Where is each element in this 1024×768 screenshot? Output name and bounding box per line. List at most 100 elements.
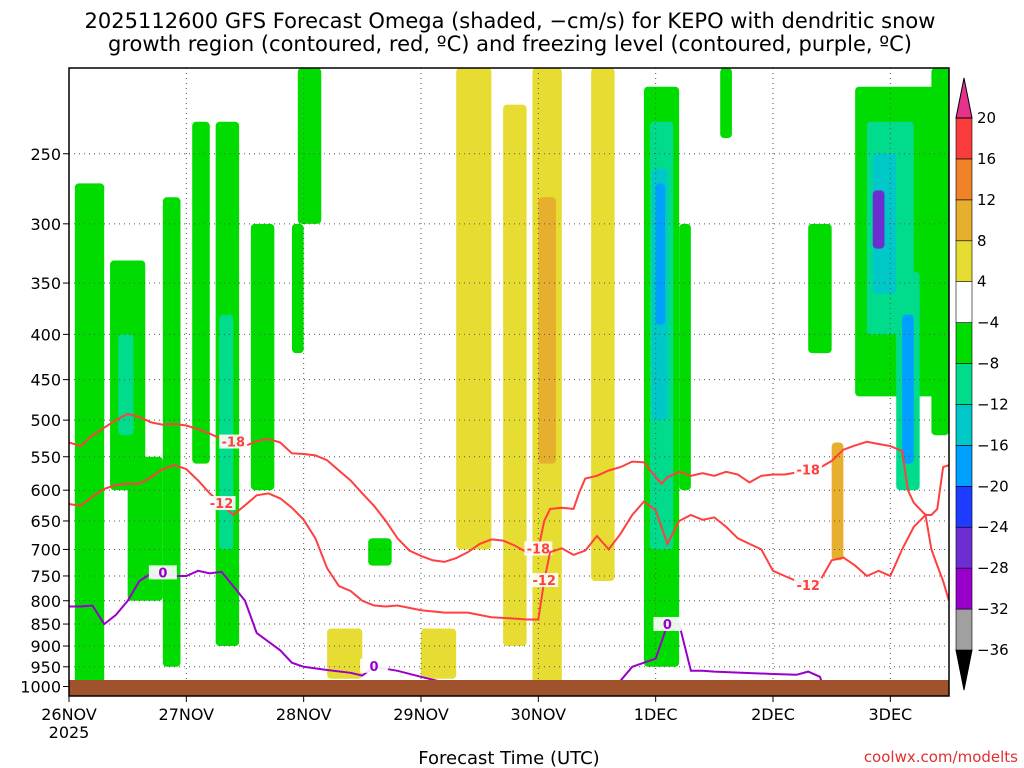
contour-label-bg	[148, 565, 177, 580]
omega-region	[655, 183, 666, 325]
omega-region	[69, 68, 93, 154]
y-tick-label: 500	[30, 411, 61, 430]
omega-region	[327, 628, 363, 679]
contour-label: -18	[222, 436, 246, 451]
omega-region	[503, 104, 527, 647]
colorbar-tick-label: −24	[977, 518, 1009, 536]
colorbar-swatch	[955, 445, 973, 487]
x-tick-label: 2DEC	[751, 705, 795, 724]
contour-label-bg	[207, 496, 236, 511]
y-tick-label: 750	[30, 567, 61, 586]
colorbar-tick-label: 4	[977, 273, 987, 291]
contour-label: 0	[158, 566, 167, 581]
omega-region	[931, 68, 949, 436]
colorbar-swatch	[955, 199, 973, 242]
y-tick-label: 300	[30, 215, 61, 234]
colorbar-bottom-arrow	[955, 649, 973, 691]
y-tick-label: 1000	[20, 678, 61, 697]
omega-region	[456, 68, 492, 550]
x-tick-label: 29NOV	[393, 705, 449, 724]
colorbar-tick-label: 12	[977, 191, 996, 209]
y-tick-label: 850	[30, 615, 61, 634]
colorbar-swatch	[955, 240, 973, 282]
colorbar-swatch	[955, 281, 973, 323]
credit-text: coolwx.com/modelts	[864, 748, 1018, 766]
colorbar-tick-label: −32	[977, 600, 1009, 618]
omega-region	[127, 456, 163, 601]
colorbar-tick-label: −4	[977, 314, 999, 332]
y-tick-label: 950	[30, 658, 61, 677]
x-tick-label: 30NOV	[511, 705, 567, 724]
colorbar-swatch	[955, 404, 973, 446]
omega-region	[219, 314, 234, 550]
y-axis: 250 300 350 400 450 500 550 600 650 700 750 800 850 9…	[20, 145, 69, 697]
contour-label-bg	[794, 462, 823, 477]
contour-label-bg	[794, 578, 823, 593]
contour-label: 0	[370, 660, 379, 675]
contour-label: -18	[796, 463, 820, 478]
y-tick-label: 250	[30, 145, 61, 164]
x-axis: 26NOV 27NOV 28NOV 29NOV 30NOV 1DEC 2DEC 3DEC	[41, 696, 912, 724]
y-tick-label: 600	[30, 481, 61, 500]
contour-label-bg	[219, 434, 248, 449]
x-tick-label: 28NOV	[276, 705, 332, 724]
colorbar-swatch	[955, 608, 973, 651]
colorbar-tick-label: −8	[977, 355, 999, 373]
omega-region	[679, 223, 691, 491]
x-year-label: 2025	[49, 723, 90, 742]
colorbar-swatch	[955, 158, 973, 201]
omega-region	[297, 68, 322, 224]
colorbar-swatch	[955, 526, 973, 569]
terrain-ground	[69, 680, 949, 696]
plot-frame	[68, 67, 950, 697]
colorbar-swatch	[955, 117, 973, 160]
x-tick-label: 3DEC	[868, 705, 912, 724]
colorbar-tick-label: −12	[977, 395, 1009, 413]
colorbar-tick-label: 16	[977, 150, 996, 168]
y-tick-label: 900	[30, 637, 61, 656]
y-tick-label: 700	[30, 540, 61, 559]
x-tick-label: 1DEC	[634, 705, 678, 724]
contour-lines: -18 -18 -18 -12 -12 -12 0 0 0	[69, 412, 949, 696]
omega-region	[872, 190, 885, 249]
omega-region	[368, 538, 392, 566]
y-tick-label: 550	[30, 448, 61, 467]
contour-label: 0	[663, 618, 672, 633]
x-tick-label: 26NOV	[41, 705, 97, 724]
omega-region	[162, 197, 181, 667]
omega-shading	[69, 68, 949, 687]
omega-region	[720, 68, 732, 139]
omega-region	[291, 223, 304, 354]
omega-region	[538, 197, 556, 464]
contour-label-bg	[653, 616, 682, 631]
colorbar-swatch	[955, 567, 973, 610]
x-axis-label: Forecast Time (UTC)	[418, 748, 599, 768]
colorbar-swatch	[955, 363, 973, 405]
omega-region	[591, 68, 615, 582]
contour-label-bg	[360, 658, 389, 673]
contour-label-bg	[524, 541, 553, 556]
omega-region	[192, 121, 210, 464]
colorbar-top-arrow	[955, 77, 973, 119]
colorbar-tick-label: −20	[977, 477, 1009, 495]
colorbar-tick-label: −16	[977, 436, 1009, 454]
colorbar-tick-label: 8	[977, 232, 987, 250]
colorbar-swatch	[955, 322, 973, 364]
y-tick-label: 350	[30, 274, 61, 293]
contour-label: -12	[210, 497, 234, 512]
omega-region	[808, 223, 832, 354]
omega-region	[250, 223, 275, 491]
omega-region	[118, 334, 134, 436]
omega-region	[74, 183, 105, 687]
omega-region	[902, 314, 914, 464]
x-tick-label: 27NOV	[159, 705, 215, 724]
colorbar-tick-label: 20	[977, 109, 996, 127]
colorbar-swatch	[955, 486, 973, 528]
y-tick-label: 650	[30, 512, 61, 531]
contour-label: -18	[527, 542, 551, 557]
omega-region	[831, 442, 844, 561]
contour-label: -12	[796, 579, 820, 594]
colorbar: −36 −32 −28 −24 −20 −16 −12 −8 −4 4 8 12 16 20	[955, 77, 1009, 691]
omega-region	[421, 628, 457, 679]
colorbar-tick-label: −28	[977, 559, 1009, 577]
